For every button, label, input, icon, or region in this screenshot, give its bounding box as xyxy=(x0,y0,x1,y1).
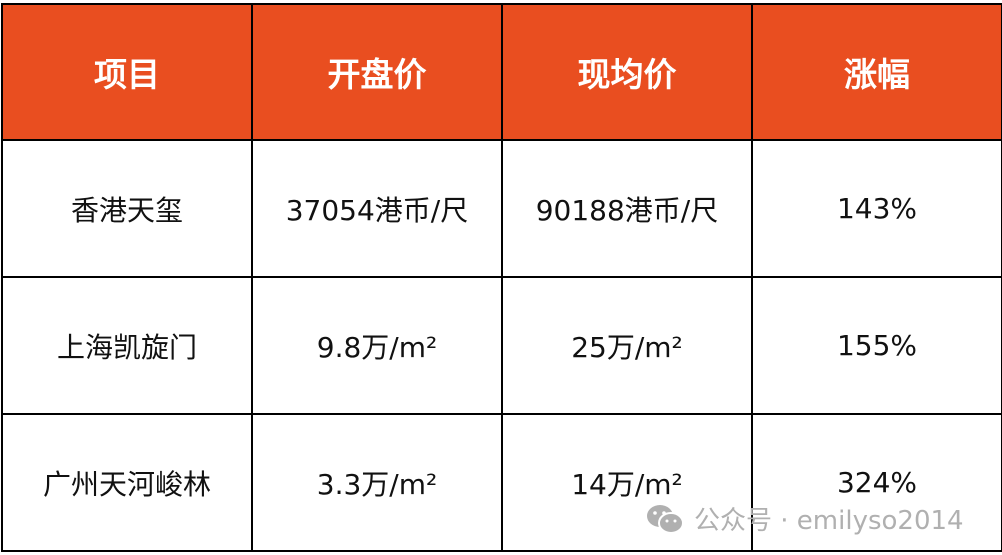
cell-opening-price: 9.8万/m² xyxy=(251,276,503,415)
watermark: 公众号 · emilyso2014 xyxy=(646,500,964,537)
cell-project: 广州天河峻林 xyxy=(1,413,253,552)
cell-increase: 155% xyxy=(751,276,1002,415)
header-cell-project: 项目 xyxy=(1,3,253,141)
cell-current-price: 25万/m² xyxy=(501,276,753,415)
wechat-icon xyxy=(647,504,684,534)
header-cell-increase: 涨幅 xyxy=(751,3,1002,141)
cell-opening-price: 3.3万/m² xyxy=(251,413,503,552)
cell-current-price: 14万/m² xyxy=(501,413,753,552)
table-row: 上海凯旋门 9.8万/m² 25万/m² 155% xyxy=(1,276,1002,415)
cell-project: 香港天玺 xyxy=(1,139,253,278)
table-row: 香港天玺 37054港币/尺 90188港币/尺 143% xyxy=(1,139,1002,278)
cell-project: 上海凯旋门 xyxy=(1,276,253,415)
cell-current-price: 90188港币/尺 xyxy=(501,139,753,278)
cell-increase: 324% xyxy=(751,413,1002,552)
cell-opening-price: 37054港币/尺 xyxy=(251,139,503,278)
header-cell-opening-price: 开盘价 xyxy=(251,3,503,141)
header-row: 项目 开盘价 现均价 涨幅 xyxy=(1,3,1002,141)
header-cell-current-price: 现均价 xyxy=(501,3,753,141)
cell-increase: 143% xyxy=(751,139,1002,278)
table-row: 广州天河峻林 3.3万/m² 14万/m² 324% xyxy=(1,413,1002,552)
watermark-text: 公众号 · emilyso2014 xyxy=(694,506,964,536)
price-table: 项目 开盘价 现均价 涨幅 香港天玺 37054港币/尺 90188港币/尺 1… xyxy=(1,3,1002,552)
